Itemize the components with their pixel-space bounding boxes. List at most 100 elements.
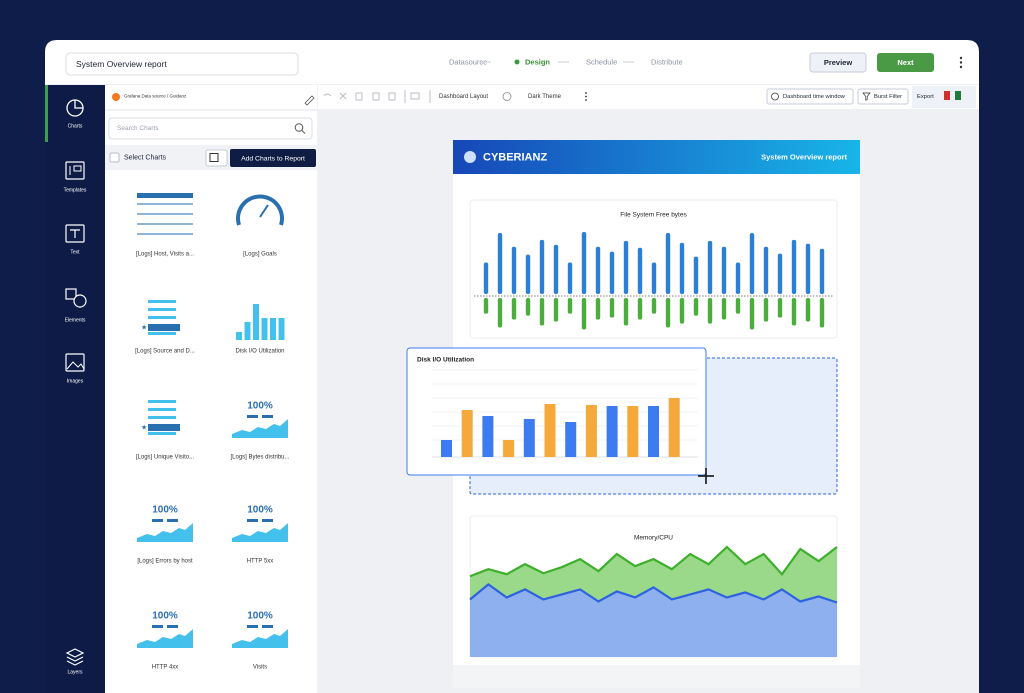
bar-down xyxy=(539,298,545,326)
kpi-label: 100% xyxy=(152,611,178,622)
preview-button[interactable] xyxy=(809,52,867,73)
step[interactable]: Distribute xyxy=(651,57,683,66)
thumb-label[interactable]: [Logs] Unique Visito... xyxy=(136,455,195,461)
file-system-chart xyxy=(483,232,825,330)
report-name-input[interactable] xyxy=(65,52,299,76)
bar-up xyxy=(497,232,503,294)
thumb-label[interactable]: [Logs] Host, Visits a... xyxy=(136,252,194,258)
thumb-label[interactable]: [Logs] Errors by host xyxy=(137,559,193,565)
thumb-label[interactable]: [Logs] Bytes distribu... xyxy=(230,455,289,461)
add-button[interactable] xyxy=(230,149,316,167)
info-icon[interactable] xyxy=(502,92,512,101)
sidebar-label[interactable]: Layers xyxy=(67,669,83,675)
card-title: Memory/CPU xyxy=(634,535,673,542)
thumb-label[interactable]: [Logs] Goals xyxy=(243,252,277,258)
bar-down xyxy=(567,298,573,314)
thumb-shape xyxy=(137,193,193,198)
time-window-button[interactable] xyxy=(766,88,854,105)
bar-up xyxy=(679,242,685,294)
step-dot xyxy=(514,59,520,65)
bar-up xyxy=(665,232,671,294)
bar-down xyxy=(777,298,783,318)
thumb-shape xyxy=(247,519,258,522)
step[interactable]: Datasource xyxy=(449,57,487,66)
toolbar-icons xyxy=(323,90,431,103)
bar-up xyxy=(735,262,741,294)
thumb-shape xyxy=(148,408,176,411)
bar-up xyxy=(805,243,811,294)
layout-icon xyxy=(209,153,219,162)
search-icon xyxy=(301,130,306,134)
bar xyxy=(627,406,639,457)
brand: CYBERIANZ xyxy=(483,151,547,163)
theme-dropdown[interactable]: Dark Theme xyxy=(528,94,562,100)
bar-down xyxy=(525,298,531,316)
select-checkbox[interactable] xyxy=(109,152,120,163)
bar xyxy=(441,440,452,457)
sidebar-items: Charts Templates Text Elements Images Layers xyxy=(64,99,87,675)
bar-up xyxy=(707,240,713,294)
kpi-label: 100% xyxy=(152,505,178,516)
sidebar-label[interactable]: Images xyxy=(67,378,84,384)
toolbar-kebab[interactable] xyxy=(585,92,587,101)
icon xyxy=(65,648,85,666)
pdf-export[interactable] xyxy=(944,91,950,100)
bar-up xyxy=(581,232,587,294)
thumb-label[interactable]: HTTP 4xx xyxy=(152,665,179,671)
add-label: Add Charts to Report xyxy=(241,155,305,162)
thumb-shape xyxy=(137,629,193,648)
search-input[interactable] xyxy=(108,117,313,140)
excel-export[interactable] xyxy=(955,91,961,100)
burst-filter-label: Burst Filter xyxy=(874,94,902,100)
bar-down xyxy=(651,298,657,314)
thumb-shape xyxy=(137,523,193,542)
time-window-label: Dashboard time window xyxy=(783,94,846,100)
thumb-label[interactable]: [Logs] Source and D... xyxy=(135,349,195,355)
layout-toggle[interactable] xyxy=(205,149,228,167)
bar xyxy=(668,398,680,457)
thumb-shape xyxy=(148,416,176,419)
bar-down xyxy=(749,298,755,330)
thumb-shape xyxy=(247,415,258,418)
bar-down xyxy=(581,298,587,330)
icon xyxy=(66,361,85,370)
bar-up xyxy=(595,246,601,294)
sidebar xyxy=(45,85,105,693)
icon xyxy=(73,294,87,308)
thumb-shape xyxy=(262,415,273,418)
clock-icon xyxy=(771,92,779,101)
thumb-label[interactable]: Disk I/O Utilization xyxy=(235,349,284,355)
preview-label: Preview xyxy=(824,58,853,67)
bar xyxy=(461,410,473,457)
kpi-label: 100% xyxy=(247,401,273,412)
menu-kebab[interactable] xyxy=(959,56,963,69)
sidebar-label[interactable]: Elements xyxy=(65,317,86,323)
thumb-label[interactable]: HTTP 5xx xyxy=(247,559,274,565)
thumb-shape xyxy=(253,304,259,340)
bar-up xyxy=(693,256,699,294)
sidebar-label[interactable]: Charts xyxy=(68,123,83,129)
thumb-shape xyxy=(167,519,178,522)
select-label: Select Charts xyxy=(124,154,167,161)
sidebar-label[interactable]: Templates xyxy=(64,187,87,193)
step[interactable]: Design xyxy=(525,57,550,66)
bar-up xyxy=(623,240,629,294)
bar xyxy=(585,405,597,457)
chart-panel xyxy=(105,85,318,693)
bar xyxy=(565,422,577,457)
card-title: Disk I/O Utilization xyxy=(417,357,474,364)
thumb-label[interactable]: Visits xyxy=(253,665,267,671)
bar xyxy=(648,406,659,457)
thumb-shape xyxy=(152,625,163,628)
next-button[interactable] xyxy=(877,53,934,72)
sidebar-label[interactable]: Text xyxy=(70,249,80,255)
bar-up xyxy=(553,244,559,294)
bar-up xyxy=(511,246,517,294)
edit-icon[interactable] xyxy=(304,95,315,106)
layout-dropdown[interactable]: Dashboard Layout xyxy=(439,94,488,100)
step[interactable]: Schedule xyxy=(586,57,617,66)
area-lower xyxy=(470,584,837,657)
bar-up xyxy=(819,248,825,294)
bar-down xyxy=(791,298,797,326)
